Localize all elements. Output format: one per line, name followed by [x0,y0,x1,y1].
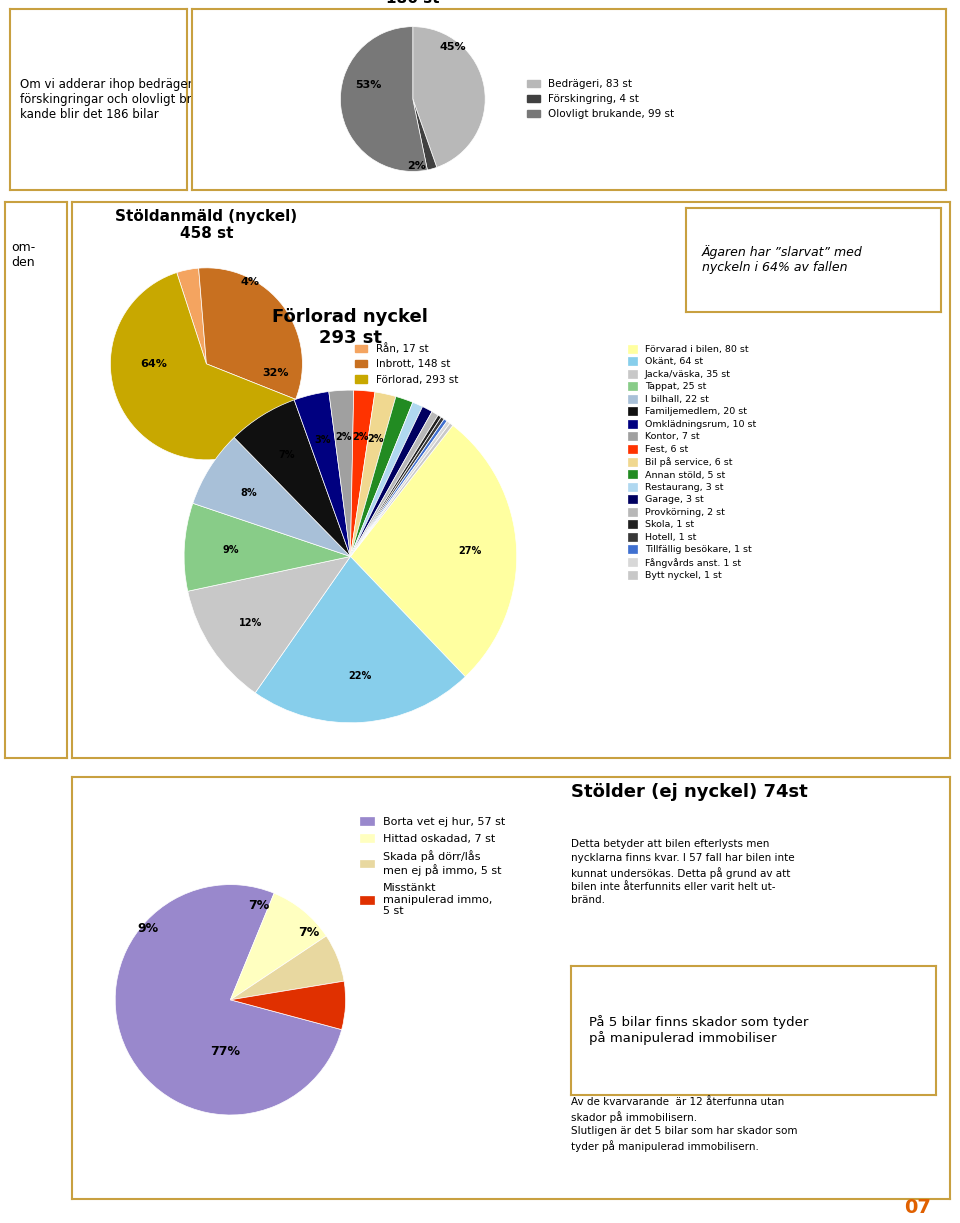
Wedge shape [193,438,350,556]
Text: 3%: 3% [314,435,330,445]
Wedge shape [115,884,342,1115]
Wedge shape [350,402,422,556]
Wedge shape [199,268,302,400]
Title: Stöldanmäld (nyckel)
458 st: Stöldanmäld (nyckel) 458 st [115,209,298,241]
Text: 07: 07 [904,1199,931,1217]
Wedge shape [188,556,350,693]
Text: 27%: 27% [458,545,482,555]
Wedge shape [230,936,344,1000]
Wedge shape [255,556,466,723]
Title: Förlorad nyckel
293 st: Förlorad nyckel 293 st [273,308,428,347]
Text: Om vi adderar ihop bedrägerier,
förskingringar och olovligt bru-
kande blir det : Om vi adderar ihop bedrägerier, försking… [20,77,212,121]
Wedge shape [184,504,350,591]
Wedge shape [350,423,453,556]
Legend: Förvarad i bilen, 80 st, Okänt, 64 st, Jacka/väska, 35 st, Tappat, 25 st, I bilh: Förvarad i bilen, 80 st, Okänt, 64 st, J… [624,341,759,583]
Text: 9%: 9% [137,922,158,934]
Text: Ägaren har ”slarvat” med
nyckeln i 64% av fallen: Ägaren har ”slarvat” med nyckeln i 64% a… [702,246,862,274]
Wedge shape [234,400,350,556]
Text: 2%: 2% [407,160,426,171]
Wedge shape [350,390,375,556]
Wedge shape [350,406,432,556]
Wedge shape [350,419,447,556]
Text: 2%: 2% [352,432,369,443]
Wedge shape [177,268,206,364]
Text: 9%: 9% [223,544,239,554]
Text: 4%: 4% [240,278,259,287]
Wedge shape [350,412,438,556]
Wedge shape [350,391,396,556]
Text: 7%: 7% [278,450,295,460]
Wedge shape [350,421,450,556]
Wedge shape [350,415,442,556]
Wedge shape [110,273,296,460]
Text: 7%: 7% [249,899,270,912]
Text: 7%: 7% [299,927,320,939]
Text: 45%: 45% [440,42,466,51]
Text: 64%: 64% [140,358,167,369]
Wedge shape [413,27,485,168]
Text: 8%: 8% [241,488,257,498]
Text: Av de kvarvarande  är 12 återfunna utan
skador på immobilisern.
Slutligen är det: Av de kvarvarande är 12 återfunna utan s… [571,1097,798,1152]
Text: Stölder (ej nyckel) 74st: Stölder (ej nyckel) 74st [571,783,808,801]
Text: 53%: 53% [355,79,381,89]
Title: Bedrägeri och förskingring
186 st: Bedrägeri och förskingring 186 st [298,0,528,6]
Text: om-
den: om- den [12,241,36,269]
Text: 32%: 32% [262,368,289,378]
Text: 2%: 2% [368,434,384,444]
Wedge shape [350,396,413,556]
Legend: Borta vet ej hur, 57 st, Hittad oskadad, 7 st, Skada på dörr/lås
men ej på immo,: Borta vet ej hur, 57 st, Hittad oskadad,… [356,813,510,921]
Wedge shape [230,893,326,1000]
Legend: Rån, 17 st, Inbrott, 148 st, Förlorad, 293 st: Rån, 17 st, Inbrott, 148 st, Förlorad, 2… [350,339,463,389]
Text: På 5 bilar finns skador som tyder
på manipulerad immobiliser: På 5 bilar finns skador som tyder på man… [589,1015,809,1046]
Wedge shape [329,390,353,556]
Text: 22%: 22% [348,671,372,681]
Wedge shape [230,981,346,1030]
Wedge shape [341,27,427,171]
Text: Detta betyder att bilen efterlysts men
nycklarna finns kvar. I 57 fall har bilen: Detta betyder att bilen efterlysts men n… [571,839,795,905]
Text: 12%: 12% [239,618,262,627]
Wedge shape [413,99,437,170]
Text: 77%: 77% [209,1046,240,1058]
Wedge shape [350,417,444,556]
Legend: Bedrägeri, 83 st, Förskingring, 4 st, Olovligt brukande, 99 st: Bedrägeri, 83 st, Förskingring, 4 st, Ol… [523,75,679,124]
Wedge shape [294,391,350,556]
Text: 2%: 2% [336,432,352,442]
Wedge shape [350,426,516,676]
